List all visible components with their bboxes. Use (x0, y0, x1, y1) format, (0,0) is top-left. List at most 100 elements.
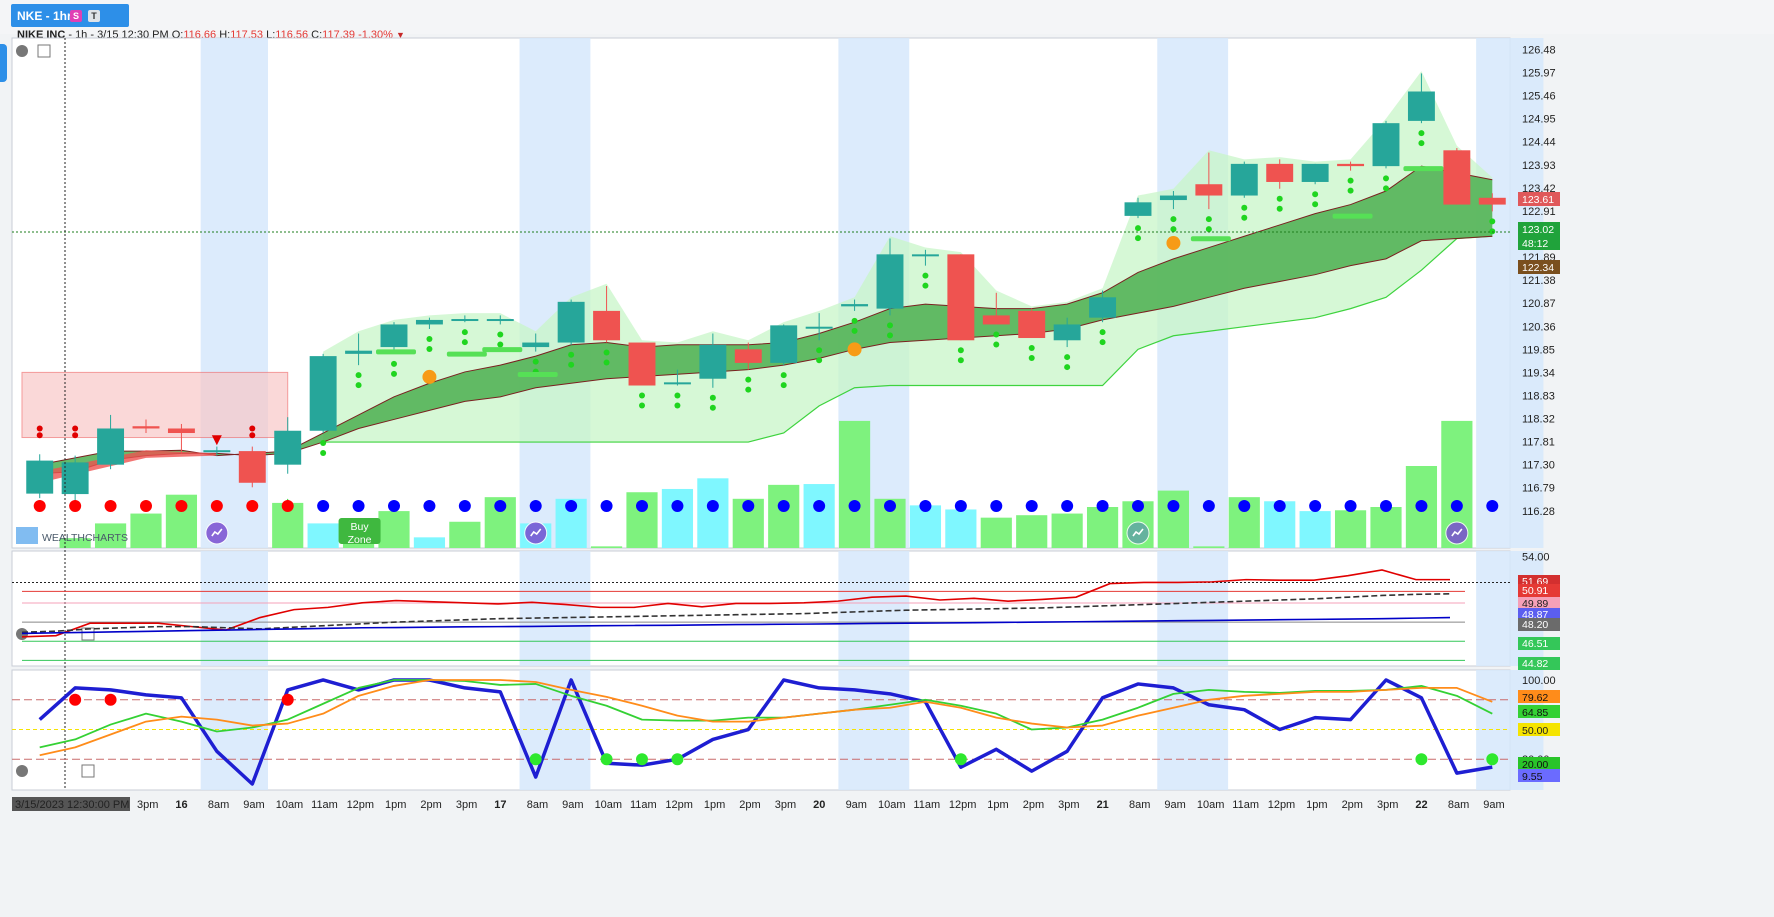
candle-body (982, 315, 1010, 325)
candle (1478, 193, 1506, 212)
signal-dot (1028, 345, 1035, 352)
signal-dash (1332, 213, 1373, 219)
sell-arrow-icon (211, 435, 222, 446)
trend-dot (706, 500, 719, 512)
trend-dot (884, 500, 896, 512)
x-tick-label: 8am (527, 799, 548, 811)
volume-bar (1370, 507, 1402, 548)
volume-bar (1334, 510, 1367, 548)
trend-dot (848, 500, 861, 512)
price-tag-text: 123.61 (1522, 194, 1554, 206)
x-tick-label: 11am (630, 799, 657, 811)
oscillator-tag-bg (1518, 769, 1560, 782)
signal-dot (1489, 228, 1496, 235)
signal-dot (568, 361, 575, 368)
trend-dot (69, 500, 82, 512)
trend-dot (1415, 500, 1428, 512)
candle (699, 333, 727, 388)
t-badge[interactable]: T (88, 10, 100, 22)
oscillator-buy-dot (600, 753, 613, 766)
candle (309, 353, 337, 434)
signal-dot (1099, 329, 1106, 336)
candle (1407, 73, 1435, 124)
signal-dot (639, 402, 645, 409)
signal-dot (1170, 216, 1177, 223)
signal-dot (1099, 339, 1106, 346)
indicator-tag-bg (1518, 637, 1560, 650)
candle (486, 315, 514, 325)
signal-dot (887, 332, 893, 339)
crosshair-date-label: 3/15/2023 12:30:00 PM (15, 799, 129, 811)
candle (1195, 152, 1223, 210)
y-tick-label: 117.30 (1522, 460, 1555, 472)
candle-body (593, 310, 621, 341)
candle (274, 417, 302, 474)
trend-dot (1450, 500, 1463, 512)
signal-dot (1418, 130, 1425, 137)
signal-dot (1028, 355, 1035, 362)
trend-dot (777, 500, 790, 512)
trend-dot (423, 500, 436, 512)
candle (1018, 308, 1046, 339)
trend-dot (600, 500, 613, 512)
signal-dot (1170, 226, 1177, 233)
signal-dot (780, 372, 787, 379)
price-tag: 123.61 (1518, 192, 1560, 206)
trend-dot (1061, 500, 1074, 512)
indicator-tag-text: 46.51 (1522, 638, 1548, 650)
signal-dot (922, 282, 929, 289)
oscillator-tag-text: 50.00 (1522, 725, 1548, 737)
candle (1053, 317, 1081, 348)
trend-dot (246, 500, 259, 512)
candle (345, 333, 373, 366)
signal-dot (1347, 187, 1354, 194)
price-tag-bg (1518, 260, 1560, 274)
orange-signal-dot (1166, 236, 1181, 251)
buy-zone-line2: Zone (348, 534, 372, 546)
candle-body (805, 326, 833, 329)
candle (1159, 191, 1187, 210)
signal-dot (603, 359, 610, 366)
price-tag-text: 122.34 (1522, 262, 1554, 274)
oscillator-tag-bg (1518, 757, 1560, 770)
indicator-series-line (21, 569, 1450, 638)
price-tag: 122.34 (1518, 260, 1560, 274)
oscillator-buy-dot (1415, 753, 1428, 766)
price-tag-bg (1518, 236, 1560, 250)
candle-body (1478, 197, 1506, 205)
s-badge[interactable]: S (70, 10, 82, 22)
ticker-tab[interactable]: NKE - 1hr S T (11, 4, 129, 27)
y-tick-label: 116.79 (1522, 483, 1555, 495)
add-icon (37, 44, 51, 58)
volume-bar (1051, 513, 1083, 548)
signal-dot (1064, 354, 1071, 361)
x-tick-label: 11am (311, 799, 338, 811)
price-tag: 48:12 (1518, 236, 1560, 250)
price-tag-bg (1518, 192, 1560, 206)
candle-body (841, 304, 869, 307)
signal-dot (320, 440, 327, 447)
trend-dot (529, 500, 542, 512)
x-tick-label: 10am (1197, 799, 1225, 811)
trend-dot (1025, 500, 1038, 512)
volume-bar (307, 523, 339, 548)
trend-dot (990, 500, 1003, 512)
indicator-level-tag: 44.82 (1518, 657, 1560, 670)
signal-dot (1418, 140, 1425, 147)
trend-dot (1238, 500, 1251, 512)
lower-band-line (323, 235, 1493, 443)
signal-dot (816, 347, 823, 354)
y-tick-label: 118.83 (1522, 390, 1555, 402)
candle (415, 317, 443, 329)
candle-body (451, 319, 479, 322)
candle (380, 322, 408, 354)
y-tick-label: 124.44 (1522, 137, 1556, 149)
trend-dot (458, 500, 471, 512)
signal-dash (1403, 166, 1444, 172)
side-accent-bar (0, 44, 7, 82)
x-tick-label: 11am (913, 799, 940, 811)
volume-bar (1193, 546, 1225, 548)
y-tick-label: 120.36 (1522, 321, 1556, 333)
